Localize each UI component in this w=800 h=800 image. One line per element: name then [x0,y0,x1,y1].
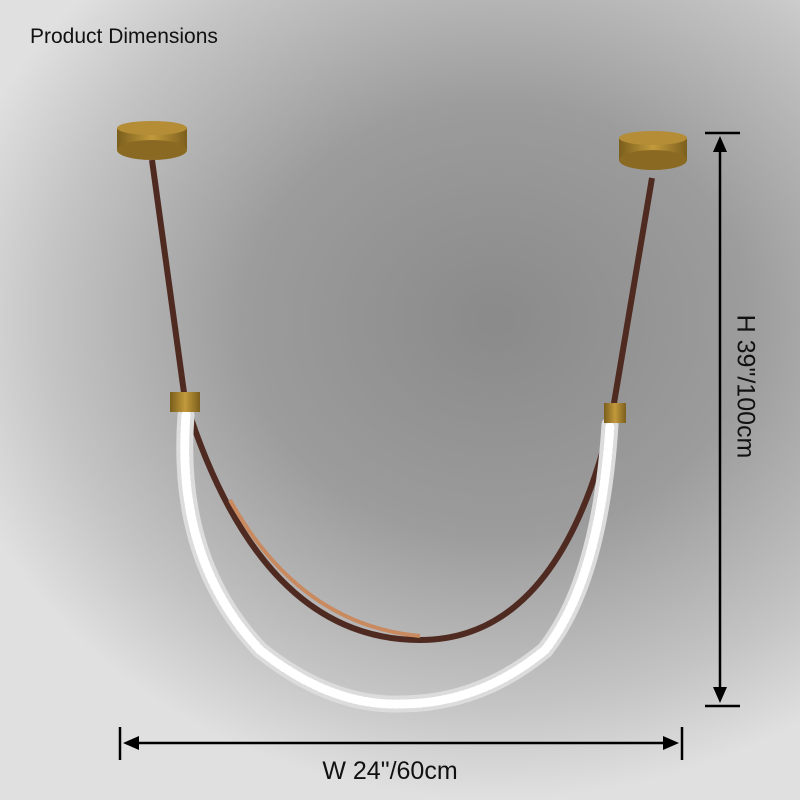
right-ceiling-canopy [619,131,687,170]
page-title: Product Dimensions [30,25,218,48]
left-connector-cube [170,392,200,412]
height-label: H 39"/100cm [731,314,760,459]
leather-strap-inner [228,499,421,638]
width-label: W 24"/60cm [322,757,458,785]
led-tube-highlight [180,410,615,709]
led-tube [176,406,619,713]
width-dimension-arrow [118,727,684,760]
left-ceiling-canopy [117,121,187,160]
height-dimension-arrow [705,131,740,708]
leather-strap [149,159,655,644]
right-connector-cube [604,403,626,423]
